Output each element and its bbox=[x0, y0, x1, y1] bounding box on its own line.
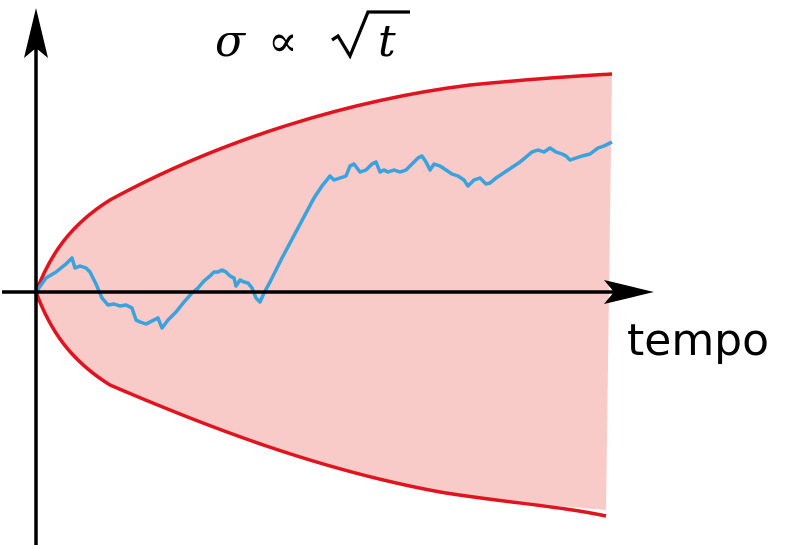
lower-envelope-curve bbox=[34, 291, 607, 518]
random-walk-path bbox=[34, 140, 613, 330]
formula-sigma: σ bbox=[215, 16, 247, 67]
formula-variable: t bbox=[378, 16, 396, 67]
sqrt-sign bbox=[331, 10, 410, 60]
upper-envelope-curve bbox=[34, 72, 613, 293]
formula-proportional: ∝ bbox=[268, 16, 298, 67]
y-axis-arrowhead bbox=[24, 8, 48, 58]
x-axis-arrowhead bbox=[604, 280, 654, 304]
title-formula: σ ∝ t bbox=[215, 10, 410, 67]
x-axis-label: tempo bbox=[627, 315, 769, 366]
